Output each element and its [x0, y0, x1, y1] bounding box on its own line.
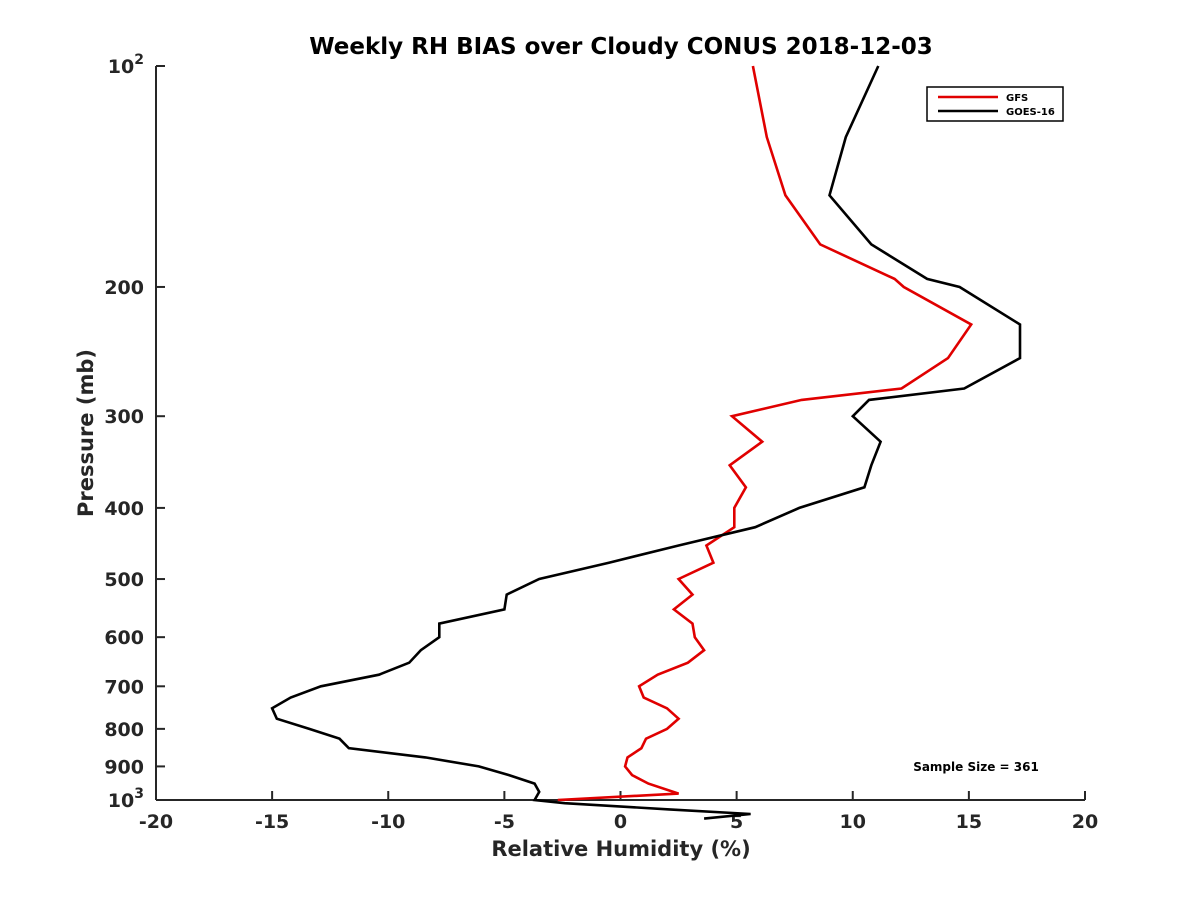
y-axis-title: Pressure (mb) [74, 349, 98, 517]
legend-label-goes16: GOES-16 [1006, 107, 1055, 118]
x-tick-label: 15 [956, 811, 982, 833]
legend-label-gfs: GFS [1006, 93, 1028, 104]
legend-box [926, 86, 1064, 122]
legend: GFS GOES-16 [926, 86, 1064, 122]
x-tick-label: -20 [139, 811, 173, 833]
y-tick-label: 800 [104, 719, 144, 741]
y-tick-label: 200 [104, 277, 144, 299]
y-tick-exponent: 3 [134, 786, 144, 802]
y-tick-label: 600 [104, 627, 144, 649]
y-tick-base: 10 [108, 790, 134, 812]
x-tick-label: 0 [614, 811, 627, 833]
series-line-goes16 [270, 65, 1022, 820]
sample-size-annotation: Sample Size = 361 [913, 760, 1039, 774]
x-tick-label: -15 [255, 811, 289, 833]
y-tick-label: 500 [104, 569, 144, 591]
x-axis: -20 -15 -10 -5 0 5 10 15 20 [139, 791, 1098, 833]
y-tick-label: 103 [108, 786, 144, 812]
series-layer [270, 65, 1022, 820]
x-tick-label: 10 [840, 811, 866, 833]
y-tick-label: 400 [104, 498, 144, 520]
x-tick-label: 20 [1072, 811, 1098, 833]
chart-title: Weekly RH BIAS over Cloudy CONUS 2018-12… [309, 34, 933, 60]
y-tick-label: 102 [108, 52, 144, 78]
x-axis-title: Relative Humidity (%) [491, 837, 750, 861]
y-tick-label: 300 [104, 406, 144, 428]
y-tick-exponent: 2 [134, 52, 144, 68]
y-tick-label: 700 [104, 676, 144, 698]
x-tick-label: -5 [494, 811, 515, 833]
x-tick-label: -10 [371, 811, 405, 833]
y-tick-label: 900 [104, 756, 144, 778]
y-tick-base: 10 [108, 56, 134, 78]
series-line-gfs [557, 65, 974, 802]
